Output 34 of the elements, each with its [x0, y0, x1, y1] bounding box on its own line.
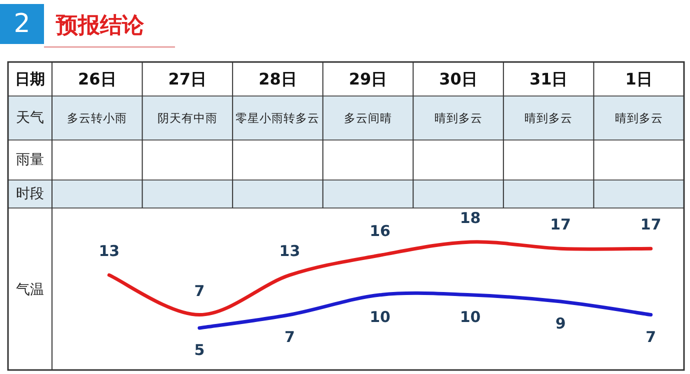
x-tick-label: 27日	[168, 70, 207, 88]
data-label: 17	[640, 216, 662, 234]
data-label: 10	[460, 308, 481, 326]
data-label: 5	[194, 341, 205, 359]
y-axis-title: 气温	[16, 282, 44, 298]
text: 雨量	[16, 152, 44, 168]
text: 多云转小雨	[67, 111, 128, 125]
chart-subtitle: 2	[14, 9, 30, 39]
data-label: 7	[194, 282, 205, 300]
data-label: 13	[279, 242, 300, 260]
data-label: 18	[460, 209, 481, 227]
data-label: 16	[370, 222, 390, 240]
x-tick-label: 30日	[439, 70, 478, 88]
text: 晴到多云	[614, 111, 663, 125]
data-label: 7	[646, 328, 656, 346]
x-tick-label: 1日	[625, 70, 652, 88]
data-label: 13	[98, 242, 120, 260]
data-label: 17	[550, 216, 572, 234]
text: 晴到多云	[524, 111, 573, 125]
data-label: 9	[555, 314, 566, 333]
text: 阴天有中雨	[157, 111, 218, 125]
text: 零星小雨转多云	[236, 111, 320, 125]
data-label: 7	[284, 328, 295, 346]
text: 天气	[16, 110, 44, 126]
chart-title: 预报结论	[55, 14, 145, 38]
x-tick-label: 28日	[258, 70, 297, 88]
text: 时段	[16, 186, 44, 202]
x-axis-title: 日期	[15, 70, 45, 88]
text: 多云间晴	[344, 111, 392, 125]
x-tick-label: 29日	[348, 70, 388, 88]
x-tick-label: 26日	[78, 70, 116, 88]
data-label: 10	[370, 308, 390, 326]
text: 晴到多云	[434, 111, 482, 125]
x-tick-label: 31日	[529, 70, 568, 88]
